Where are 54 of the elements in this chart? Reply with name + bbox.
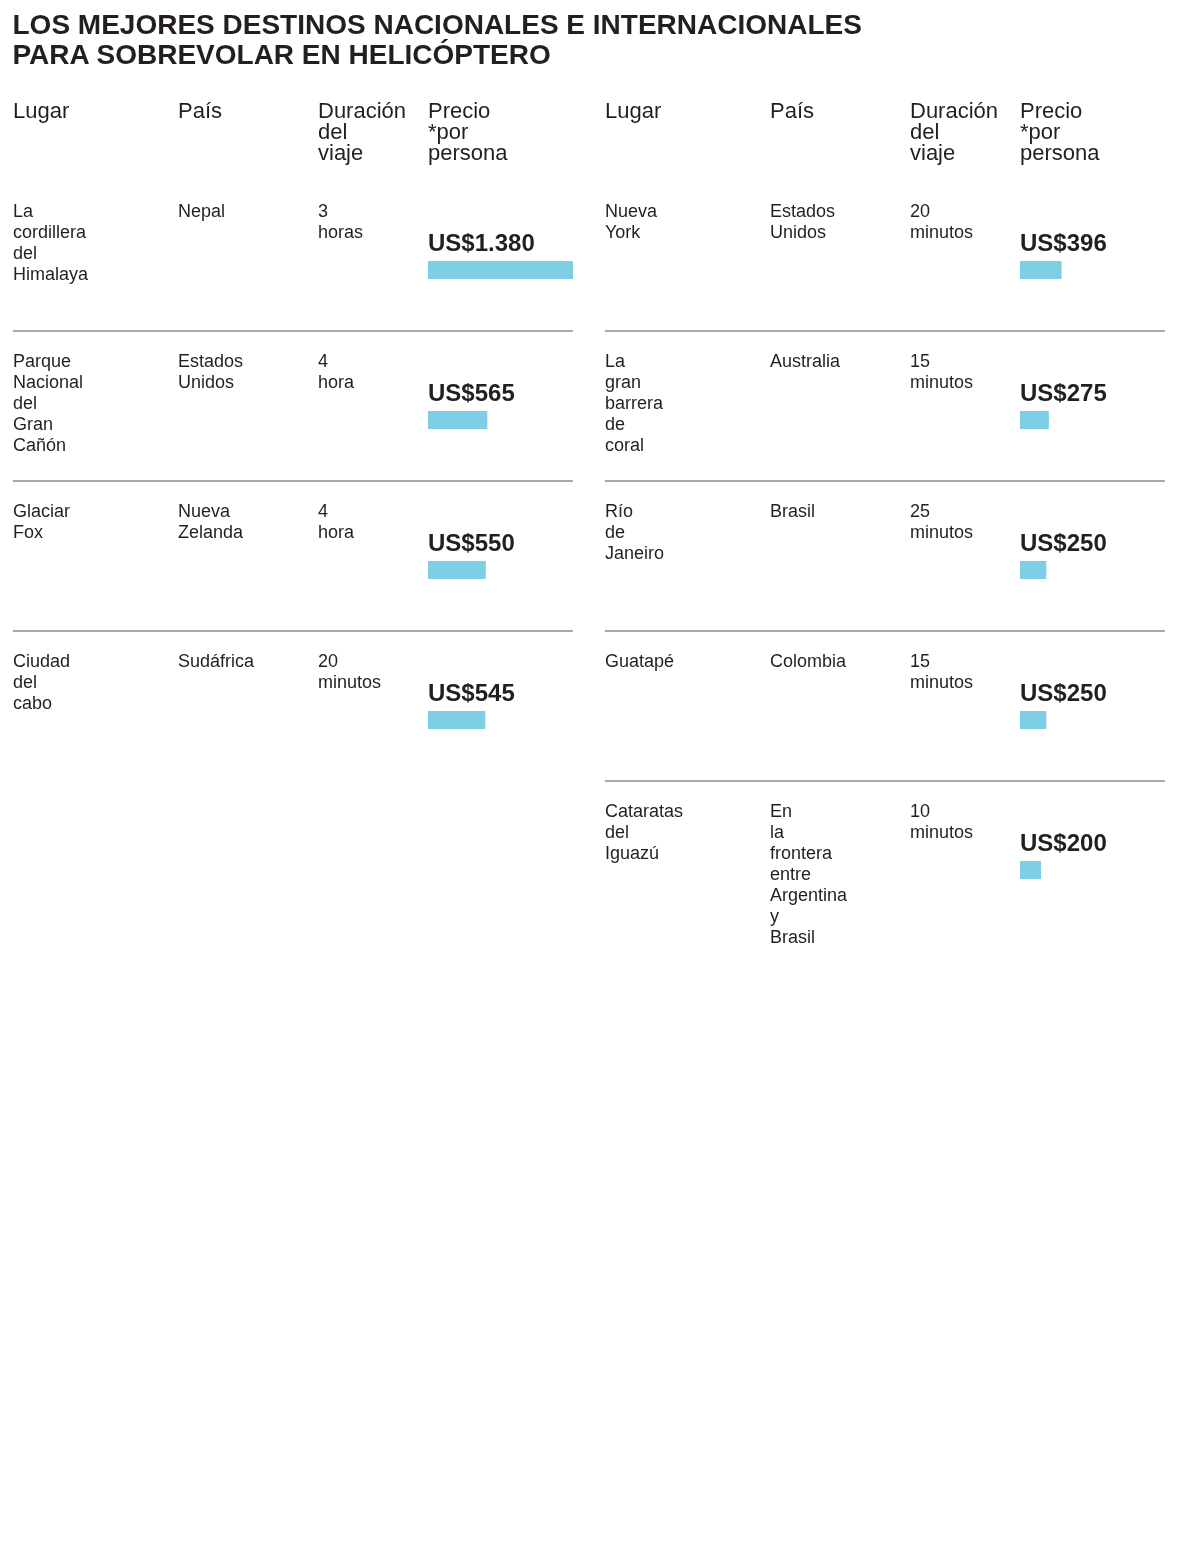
text: Duración del viaje	[318, 98, 407, 165]
text: En la frontera entre Argentina y Brasil	[770, 801, 849, 947]
bar	[1020, 261, 1062, 279]
y-axis-title: Lugar	[13, 98, 70, 123]
y-tick-label: Río de Janeiro	[605, 501, 665, 563]
text: 4 hora	[318, 351, 356, 392]
y-tick-label: Cataratas del Iguazú	[605, 801, 684, 863]
y-axis-title: Lugar	[605, 98, 662, 123]
x-axis-title: Precio *por persona	[1020, 98, 1101, 165]
text: Australia	[770, 351, 842, 371]
data-label: US$275	[1020, 379, 1107, 406]
text: 15 minutos	[910, 351, 974, 392]
bar	[1020, 711, 1047, 729]
text: Brasil	[770, 501, 816, 521]
data-label: US$200	[1020, 829, 1107, 856]
x-axis-title: Precio *por persona	[428, 98, 509, 165]
data-label: US$550	[428, 529, 515, 556]
text: Nueva Zelanda	[178, 501, 245, 542]
y-tick-label: La cordillera del Himalaya	[13, 201, 90, 284]
bar	[1020, 861, 1042, 879]
bar	[428, 411, 488, 429]
text: País	[178, 98, 223, 123]
data-label: US$1.380	[428, 229, 535, 256]
data-label: US$565	[428, 379, 515, 406]
text: 20 minutos	[318, 651, 382, 692]
data-label: US$250	[1020, 679, 1107, 706]
y-tick-label: Parque Nacional del Gran Cañón	[13, 351, 84, 455]
data-label: US$545	[428, 679, 515, 706]
text: Nepal	[178, 201, 226, 221]
text: 15 minutos	[910, 651, 974, 692]
text: 3 horas	[318, 201, 364, 242]
bar	[1020, 411, 1049, 429]
bar	[428, 261, 573, 279]
text: 20 minutos	[910, 201, 974, 242]
y-tick-label: Ciudad del cabo	[13, 651, 71, 713]
text: País	[770, 98, 815, 123]
chart-title: LOS MEJORES DESTINOS NACIONALES E INTERNACIONALES PARA SOBREVOLAR EN HELICÓPTERO	[12, 9, 862, 70]
text: Sudáfrica	[178, 651, 256, 671]
y-tick-label: Guatapé	[605, 651, 675, 671]
text: 25 minutos	[910, 501, 974, 542]
text: 10 minutos	[910, 801, 974, 842]
text: Colombia	[770, 651, 848, 671]
y-tick-label: Glaciar Fox	[13, 501, 71, 542]
bar	[1020, 561, 1047, 579]
bar	[428, 711, 486, 729]
text: Estados Unidos	[178, 351, 244, 392]
data-label: US$396	[1020, 229, 1107, 256]
data-label: US$250	[1020, 529, 1107, 556]
bar	[428, 561, 486, 579]
text: Duración del viaje	[910, 98, 999, 165]
y-tick-label: Nueva York	[605, 201, 659, 242]
y-tick-label: La gran barrera de coral	[605, 351, 665, 455]
text: Estados Unidos	[770, 201, 836, 242]
text: 4 hora	[318, 501, 356, 542]
